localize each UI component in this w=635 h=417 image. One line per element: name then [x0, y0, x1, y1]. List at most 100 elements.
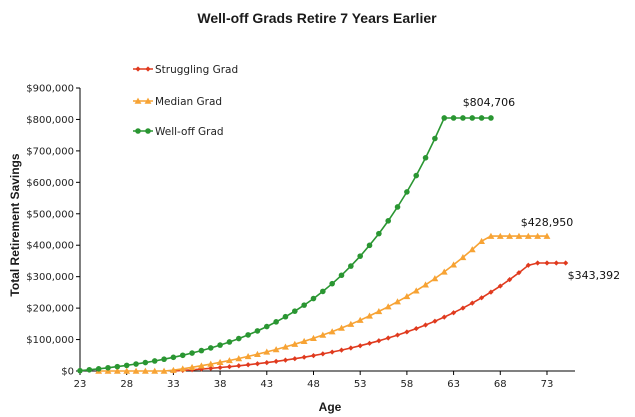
data-point [292, 356, 298, 362]
data-point [441, 314, 447, 320]
legend: Struggling Grad Median Grad Well-off Grad [133, 64, 238, 138]
data-point [301, 302, 307, 308]
data-point [105, 364, 111, 371]
data-point [141, 367, 149, 374]
data-point [478, 115, 485, 121]
data-point [113, 367, 121, 374]
data-point [348, 263, 354, 269]
data-point [226, 339, 233, 345]
data-point [507, 276, 513, 283]
data-point [217, 364, 223, 371]
legend-marker [135, 128, 141, 134]
data-point [291, 340, 299, 347]
data-point [413, 325, 419, 332]
data-point [385, 218, 392, 224]
data-point [263, 323, 270, 330]
data-point [310, 352, 317, 359]
data-point [553, 260, 559, 266]
legend-marker [134, 97, 142, 104]
end-value-label: $804,706 [463, 96, 516, 109]
x-tick-label: 58 [401, 379, 414, 390]
data-point [151, 367, 159, 374]
data-point [179, 352, 186, 359]
data-point [366, 340, 373, 346]
data-point [357, 253, 363, 259]
annotations: $343,392 $428,950 $804,706 [463, 96, 620, 282]
legend-entry: Median Grad [133, 96, 222, 108]
end-value-label: $343,392 [568, 269, 621, 282]
y-tick-label: $0 [61, 367, 74, 378]
data-point [114, 363, 121, 370]
data-point [450, 261, 457, 268]
data-point [525, 262, 531, 268]
data-point [394, 204, 401, 210]
legend-marker [135, 66, 141, 72]
data-point [328, 328, 336, 335]
data-point [403, 292, 411, 300]
data-point [459, 253, 467, 261]
data-point [422, 281, 429, 288]
series-line [98, 235, 547, 372]
series-struggling-grad [170, 260, 569, 374]
data-point [469, 300, 475, 306]
data-point [535, 260, 541, 266]
data-point [469, 115, 476, 121]
data-point [543, 232, 551, 239]
data-point [404, 189, 410, 195]
data-point [524, 232, 532, 239]
data-point [394, 332, 401, 338]
legend-entry: Struggling Grad [133, 64, 238, 76]
data-point [488, 289, 494, 295]
data-point [132, 367, 140, 374]
data-point [188, 363, 196, 371]
legend-label: Struggling Grad [155, 64, 238, 76]
legend-label: Well-off Grad [155, 126, 224, 138]
data-point [254, 361, 261, 367]
data-point [422, 155, 429, 161]
series-well-off-grad [77, 115, 494, 374]
data-point [77, 367, 83, 374]
data-point [384, 303, 392, 310]
data-point [189, 350, 195, 356]
data-point [282, 313, 289, 320]
y-tick-label: $400,000 [26, 241, 74, 252]
series-line [79, 117, 491, 372]
data-point [273, 319, 279, 325]
data-point [207, 345, 214, 351]
data-point [226, 357, 233, 364]
y-tick-label: $500,000 [26, 209, 74, 220]
data-point [329, 280, 335, 287]
data-point [123, 367, 131, 374]
data-point [338, 272, 345, 279]
data-point [356, 316, 364, 323]
data-point [329, 349, 335, 355]
data-point [338, 347, 345, 353]
data-point [376, 338, 382, 344]
data-point [450, 310, 457, 316]
data-point [292, 308, 298, 314]
data-point [431, 275, 439, 282]
data-point [404, 329, 410, 335]
y-tick-label: $800,000 [26, 115, 74, 126]
data-point [563, 260, 569, 266]
y-tick-label: $700,000 [26, 146, 74, 157]
data-point [413, 172, 420, 179]
data-point [169, 366, 177, 373]
legend-entry: Well-off Grad [133, 126, 224, 138]
data-point [310, 334, 317, 341]
data-point [86, 366, 93, 373]
data-point [516, 270, 522, 276]
y-tick-label: $600,000 [26, 178, 74, 189]
data-point [142, 359, 149, 366]
data-point [460, 305, 466, 311]
data-point [198, 347, 205, 354]
data-point [161, 356, 167, 363]
data-point [235, 355, 243, 362]
x-tick-label: 68 [494, 379, 507, 390]
data-point [226, 364, 233, 370]
data-point [385, 335, 391, 341]
y-tick-label: $200,000 [26, 304, 74, 315]
data-point [320, 288, 326, 295]
data-point [245, 362, 251, 368]
